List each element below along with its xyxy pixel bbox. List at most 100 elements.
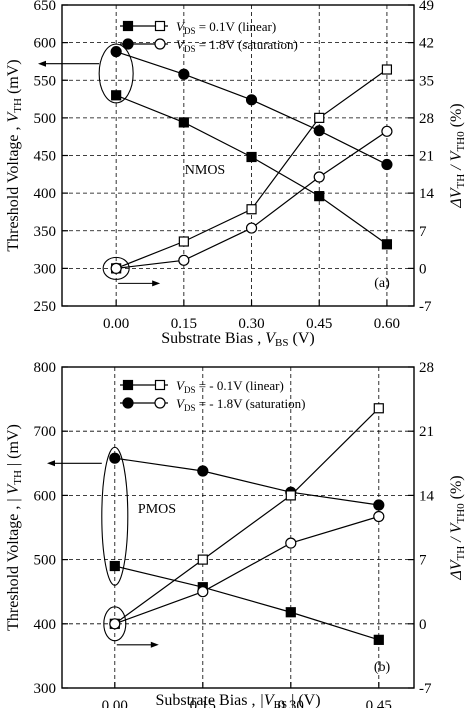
data-point-series-1 [373, 634, 384, 645]
x-tick-label: 0.15 [171, 316, 197, 332]
x-tick-label: 0.00 [103, 316, 129, 332]
y-right-axis-title: ΔVTH / VTH0 (%) [448, 475, 467, 580]
series-line-4 [114, 515, 379, 625]
y-left-axis-title-text: Threshold Voltage , | [5, 494, 22, 630]
data-point-series-3 [314, 112, 325, 123]
data-point-series-2 [109, 452, 121, 464]
data-point-series-2 [381, 158, 393, 171]
legend-text: = 0.1V (linear) [195, 19, 276, 34]
data-point-series-1 [246, 151, 257, 163]
data-point-series-4 [245, 222, 258, 234]
legend-entry-1: VDS = - 0.1V (linear) [176, 378, 284, 395]
y-left-tick-label: 250 [34, 299, 57, 315]
legend-var: V [176, 19, 186, 34]
y-left-tick-label: 450 [34, 149, 57, 165]
series-line-4 [116, 130, 388, 269]
y-right-tick-label: 28 [419, 111, 434, 127]
x-axis-var-sub: BS [274, 699, 287, 708]
y-left-axis-var: V [5, 482, 22, 494]
data-point-series-2 [197, 465, 209, 477]
series-line-2 [114, 457, 379, 506]
x-axis-unit: | (V) [287, 692, 320, 708]
panel-label: (b) [374, 660, 391, 675]
x-axis-title: Substrate Bias , |VBS | (V) [155, 692, 320, 708]
y-right-axis-unit: (%) [448, 475, 465, 503]
y-right-axis-sub1: TH [455, 174, 467, 189]
legend-var-sub: DS [184, 44, 196, 54]
x-tick-label: 0.30 [278, 698, 304, 708]
y-right-tick-label: 21 [419, 149, 434, 165]
panel-label: (a) [374, 276, 390, 291]
y-right-tick-label: 49 [419, 0, 434, 14]
x-tick-label: 0.60 [374, 316, 400, 332]
y-right-tick-label: 7 [419, 224, 427, 240]
y-right-axis-slash: / V [448, 149, 465, 173]
y-right-axis-delta: ΔV [448, 558, 465, 580]
chart-panel-1: 0.00 0.15 0.30 0.45 0.6025030035040045050055… [5, 0, 467, 349]
legend-marker [154, 20, 166, 32]
series-line-3 [114, 407, 380, 625]
legend-marker [122, 379, 134, 391]
legend-marker [154, 397, 166, 409]
y-right-tick-label: 0 [419, 261, 427, 277]
legend-var: V [176, 378, 186, 393]
data-point-series-3 [373, 403, 384, 414]
data-point-series-4 [313, 171, 325, 183]
data-point-series-1 [285, 607, 296, 618]
y-left-axis-var-sub: TH [12, 470, 24, 485]
data-point-series-4 [381, 125, 393, 137]
y-right-tick-label: 7 [419, 553, 427, 569]
y-left-tick-label: 500 [34, 553, 57, 569]
y-right-tick-label: 14 [419, 186, 435, 202]
y-left-tick-label: 800 [34, 360, 57, 376]
y-right-axis-sub1: TH [455, 546, 467, 561]
legend-var-sub: DS [184, 403, 196, 413]
y-right-tick-label: 28 [419, 360, 434, 376]
data-point-series-2 [178, 68, 190, 80]
y-left-tick-label: 550 [34, 73, 57, 89]
legend-text: = - 1.8V (saturation) [195, 396, 305, 411]
data-point-series-2 [373, 499, 385, 511]
y-left-axis-title: Threshold Voltage , VTH (mV) [5, 59, 24, 251]
data-point-series-2 [313, 125, 325, 137]
data-point-series-3 [381, 64, 393, 75]
data-point-series-4 [178, 254, 190, 266]
legend-text: = - 0.1V (linear) [195, 378, 283, 393]
y-left-axis-title: Threshold Voltage , | VTH | (mV) [5, 424, 24, 631]
left-axis-callout-oval [98, 43, 134, 104]
series-line-1 [114, 565, 379, 641]
y-left-tick-label: 300 [34, 261, 57, 277]
y-right-tick-label: -7 [419, 681, 432, 697]
data-point-series-1 [381, 239, 393, 250]
data-point-series-4 [373, 510, 385, 523]
device-annotation: PMOS [138, 502, 176, 517]
legend-text: = 1.8V (saturation) [195, 37, 297, 52]
data-point-series-3 [285, 490, 296, 501]
y-left-tick-label: 600 [34, 36, 57, 52]
data-point-series-2 [110, 46, 122, 58]
y-left-tick-label: 500 [34, 111, 57, 127]
x-axis-var: |V [259, 692, 275, 708]
data-point-series-3 [246, 204, 257, 215]
y-right-tick-label: 14 [419, 488, 435, 504]
right-arrow-head [150, 641, 159, 648]
data-point-series-3 [197, 554, 208, 565]
x-axis-title-text: Substrate Bias , [155, 692, 259, 708]
plot-frame [61, 366, 415, 689]
legend-var-sub: DS [184, 26, 196, 36]
y-left-tick-label: 300 [34, 681, 57, 697]
y-left-tick-label: 650 [34, 0, 57, 14]
data-point-series-4 [285, 537, 297, 549]
legend-marker [154, 379, 166, 391]
y-right-axis-slash: / V [448, 521, 465, 545]
x-axis-title: Substrate Bias , VBS (V) [161, 330, 314, 349]
x-axis-var-sub: BS [275, 337, 288, 349]
data-point-series-1 [109, 560, 120, 572]
legend-var: V [176, 37, 186, 52]
right-axis-callout-oval [102, 256, 130, 280]
x-axis-unit: (V) [289, 330, 315, 347]
data-point-series-4 [110, 262, 122, 274]
y-right-tick-label: -7 [419, 299, 432, 315]
x-axis-title-text: Substrate Bias , [161, 330, 265, 347]
